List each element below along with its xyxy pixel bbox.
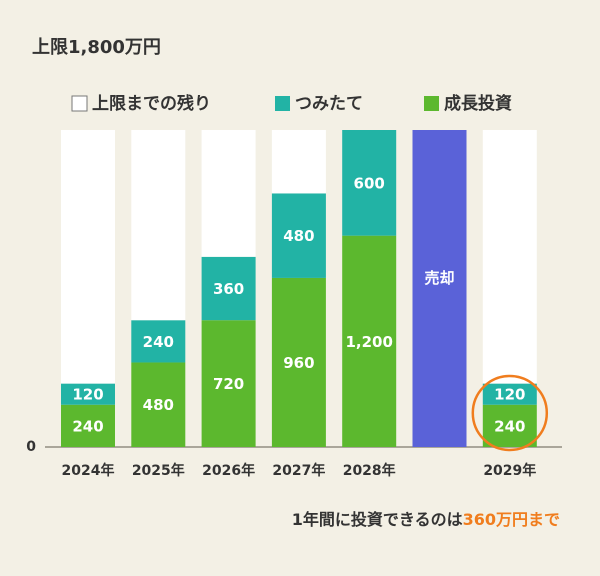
bar-segment [342, 130, 397, 236]
bar-segment [61, 404, 115, 447]
bar-segment [131, 320, 186, 363]
chart-title: 上限1,800万円 [32, 37, 161, 58]
y-tick-label: 0 [26, 439, 36, 455]
bar-segment [201, 256, 256, 321]
sell-bar [412, 130, 467, 447]
x-tick-label: 2024年 [62, 462, 115, 479]
x-tick-label: 2028年 [343, 462, 396, 479]
value-label: 1,200 [345, 333, 392, 351]
value-label: 480 [283, 227, 314, 245]
legend-swatch [424, 96, 439, 111]
x-tick-label: 2026年 [202, 462, 255, 479]
legend-swatch [275, 96, 290, 111]
value-label: 240 [143, 333, 174, 351]
value-label: 480 [143, 396, 174, 414]
value-label: 720 [213, 375, 244, 393]
value-label: 240 [494, 417, 525, 435]
legend-label: 上限までの残り [92, 93, 211, 114]
x-tick-label: 2027年 [272, 462, 325, 479]
value-label: 120 [72, 386, 103, 404]
bar-segment [201, 130, 256, 257]
note-part: 1年間に投資できるのは [292, 510, 463, 529]
legend-label: つみたて [295, 94, 363, 114]
bar-segment [482, 404, 537, 447]
value-label: 600 [354, 174, 385, 192]
bar-segment [61, 383, 115, 405]
value-label: 960 [283, 354, 314, 372]
bar-segment [271, 130, 326, 194]
bar-segment [271, 193, 326, 278]
bar-segment [201, 320, 256, 447]
note-part: 360万円まで [463, 510, 560, 529]
x-tick-label: 2025年 [132, 462, 185, 479]
sell-label: 売却 [424, 269, 454, 287]
bar-segment [482, 383, 537, 405]
bar-segment [131, 130, 186, 321]
legend-label: 成長投資 [444, 93, 512, 114]
legend-swatch [71, 95, 88, 112]
bar-segment [131, 362, 186, 447]
bar-segment [271, 277, 326, 447]
value-label: 240 [72, 417, 103, 435]
bar-segment [342, 235, 397, 447]
bar-segment [482, 130, 537, 384]
highlight-circle [471, 374, 549, 452]
x-tick-label: 2029年 [483, 462, 536, 479]
bar-segment [61, 130, 115, 384]
note: 1年間に投資できるのは360万円まで [292, 510, 560, 529]
value-label: 120 [494, 386, 525, 404]
value-label: 360 [213, 280, 244, 298]
